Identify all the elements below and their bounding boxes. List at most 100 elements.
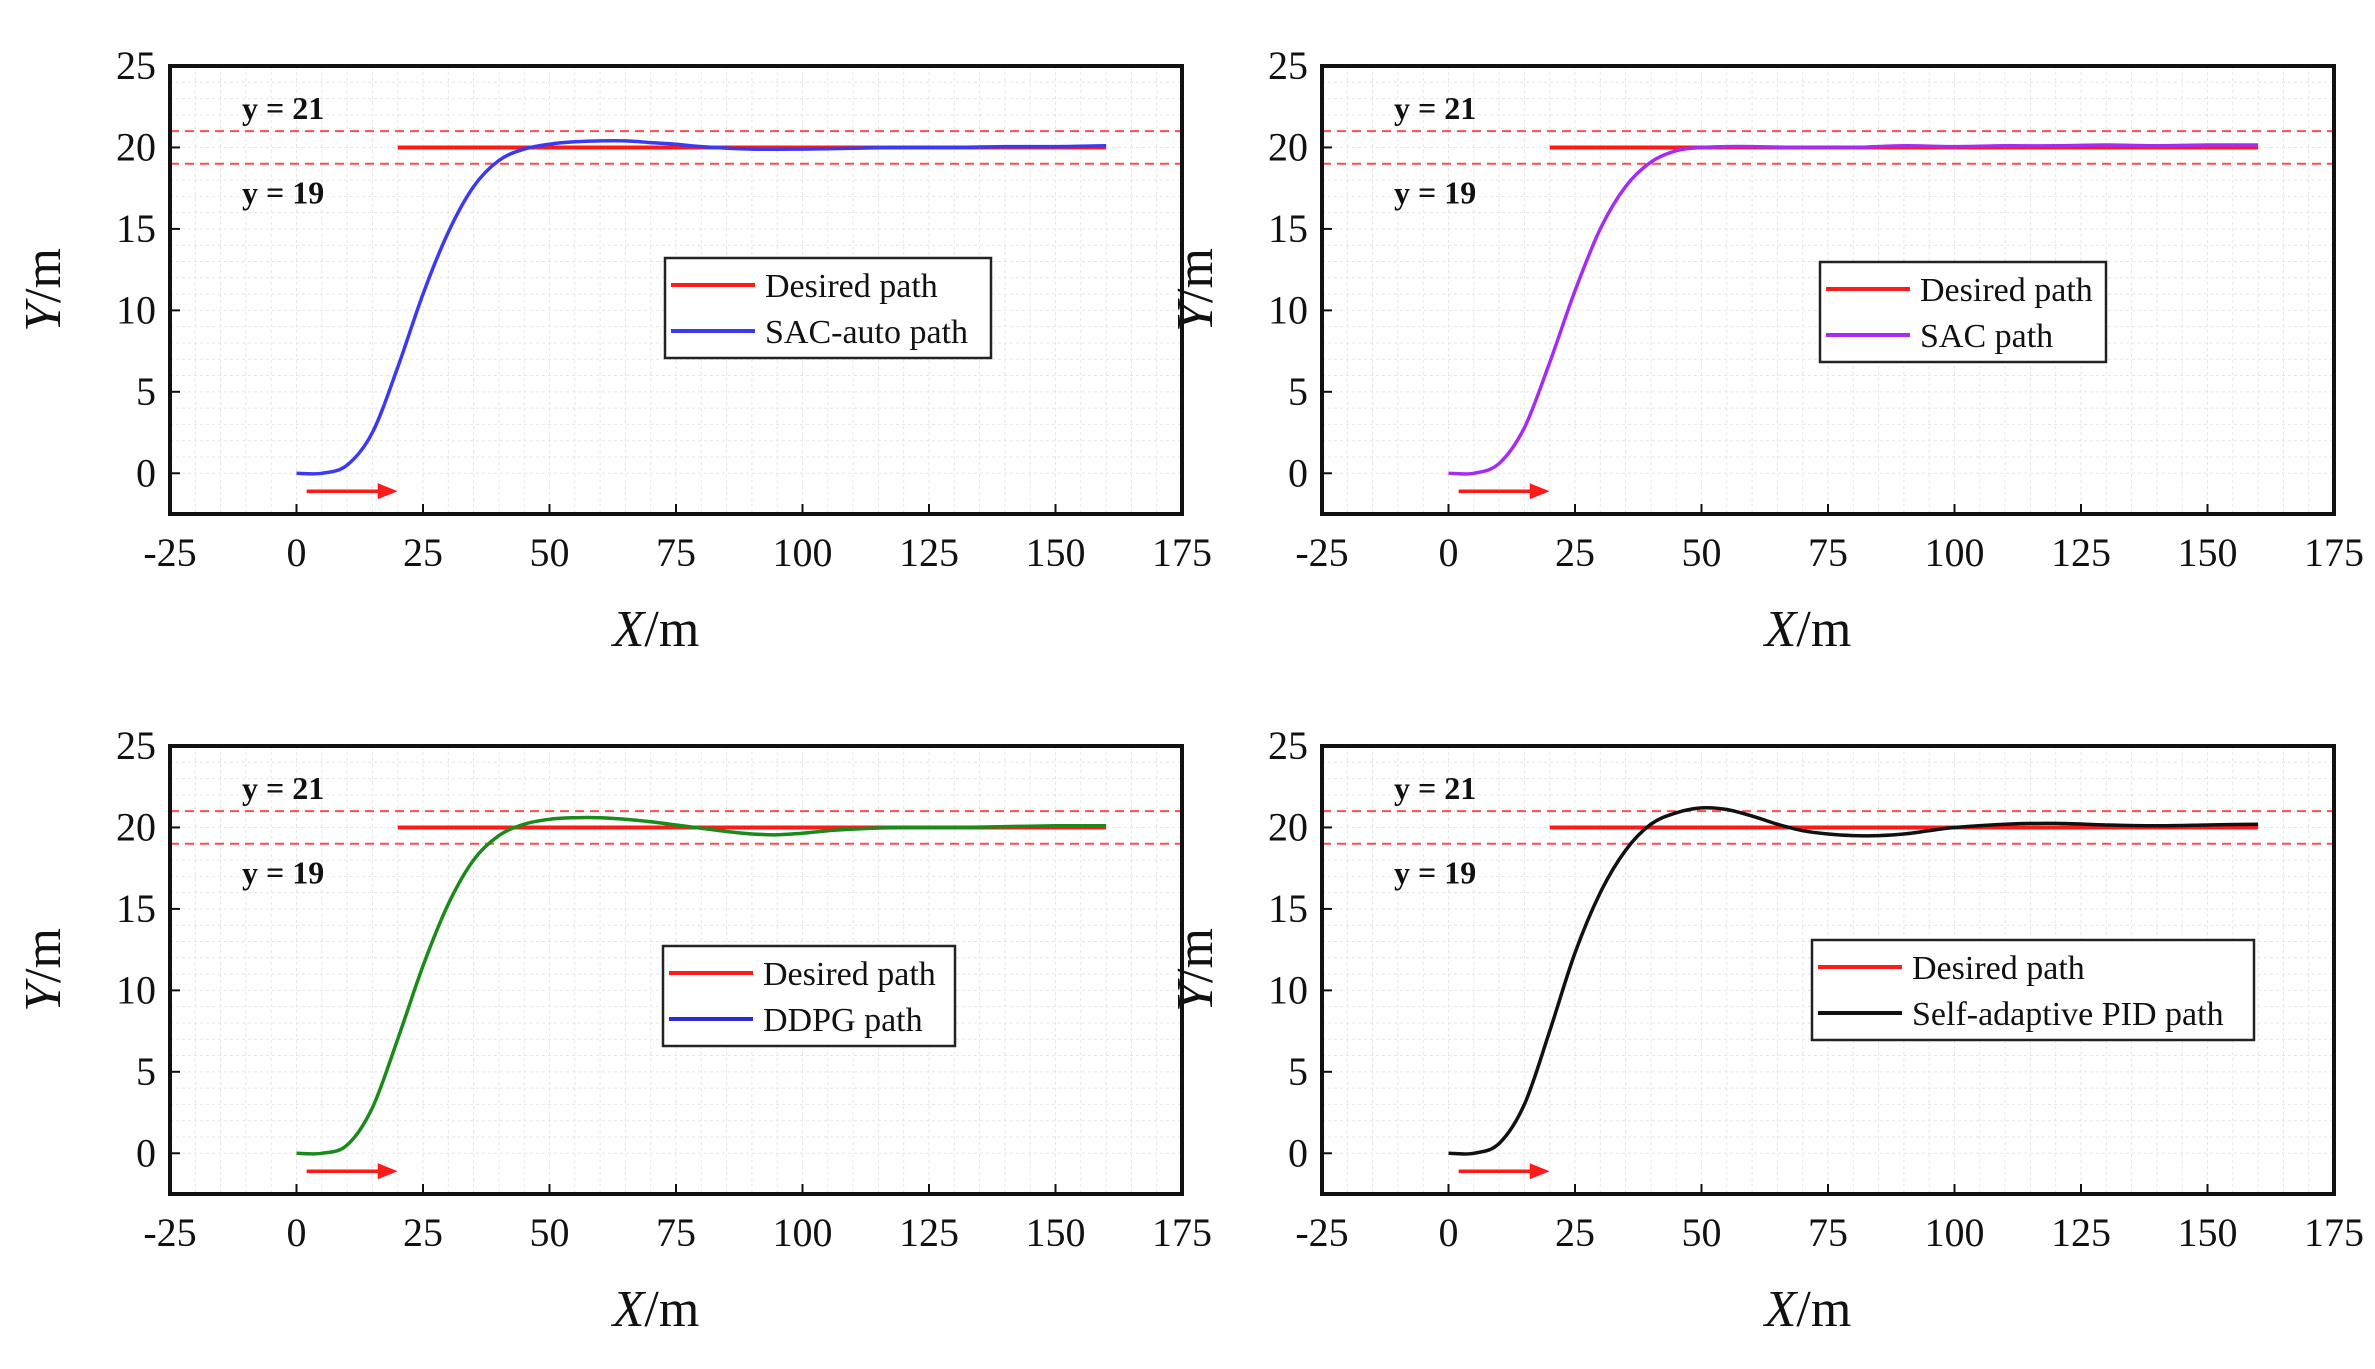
x-axis-label: X/m (1763, 1281, 1852, 1338)
y-tick-label: 0 (1288, 1130, 1308, 1175)
lower-bound-label: y = 19 (242, 175, 324, 211)
y-tick-label: 5 (136, 369, 156, 414)
x-tick-label: 100 (773, 1210, 833, 1255)
legend-label: Desired path (1920, 272, 2093, 309)
y-tick-label: 10 (116, 287, 156, 332)
y-axis-unit: /m (15, 928, 72, 983)
legend-box (1810, 938, 2256, 1042)
x-axis-label: X/m (611, 601, 700, 658)
legend-box (663, 256, 993, 360)
x-tick-label: 175 (1152, 1210, 1212, 1255)
x-tick-label: 150 (2178, 1210, 2238, 1255)
x-tick-label: 0 (287, 1210, 307, 1255)
y-axis-var: Y (1167, 978, 1224, 1012)
upper-bound-label: y = 21 (242, 770, 324, 806)
series-line (296, 139, 1107, 476)
x-tick-label: 150 (1026, 1210, 1086, 1255)
y-tick-label: 15 (1268, 886, 1308, 931)
x-tick-label: 25 (403, 530, 443, 575)
x-tick-label: 175 (1152, 530, 1212, 575)
y-tick-label: 5 (136, 1049, 156, 1094)
legend-label: Self-adaptive PID path (1912, 996, 2224, 1033)
x-tick-label: 25 (1555, 530, 1595, 575)
x-axis-var: X (611, 601, 647, 658)
upper-bound-label: y = 21 (1394, 90, 1476, 126)
legend-label: DDPG path (763, 1002, 923, 1039)
x-tick-label: 0 (1439, 530, 1459, 575)
x-tick-label: 125 (2051, 530, 2111, 575)
direction-arrow-head (377, 1163, 398, 1180)
x-tick-label: 25 (1555, 1210, 1595, 1255)
legend-label: SAC-auto path (765, 314, 968, 351)
x-tick-label: 50 (1682, 530, 1722, 575)
y-tick-label: 20 (116, 124, 156, 169)
series-line (1448, 806, 2259, 1156)
legend-box (661, 944, 957, 1048)
y-tick-label: 25 (1268, 43, 1308, 88)
y-tick-label: 10 (116, 967, 156, 1012)
lower-bound-label: y = 19 (1394, 855, 1476, 891)
y-axis-label: Y/m (15, 928, 72, 1012)
upper-bound-label: y = 21 (1394, 770, 1476, 806)
x-tick-label: 75 (656, 1210, 696, 1255)
x-axis-unit: /m (644, 1281, 699, 1338)
y-tick-label: 20 (1268, 124, 1308, 169)
x-tick-label: 75 (1808, 1210, 1848, 1255)
y-tick-label: 10 (1268, 287, 1308, 332)
x-tick-label: 0 (287, 530, 307, 575)
legend: Desired path SAC path (1818, 260, 2108, 364)
legend-label: Desired path (763, 956, 936, 993)
y-tick-label: 25 (1268, 723, 1308, 768)
x-tick-label: 100 (1925, 530, 1985, 575)
y-tick-label: 0 (136, 450, 156, 495)
lower-bound-label: y = 19 (242, 855, 324, 891)
x-tick-label: 25 (403, 1210, 443, 1255)
x-tick-label: 175 (2304, 530, 2364, 575)
x-tick-label: -25 (1295, 530, 1348, 575)
y-tick-label: 5 (1288, 1049, 1308, 1094)
y-tick-label: 15 (116, 206, 156, 251)
x-tick-label: 75 (656, 530, 696, 575)
y-tick-label: 5 (1288, 369, 1308, 414)
x-tick-label: -25 (143, 1210, 196, 1255)
y-axis-unit: /m (1167, 928, 1224, 983)
x-tick-label: 125 (899, 530, 959, 575)
y-tick-label: 25 (116, 43, 156, 88)
x-tick-label: 150 (2178, 530, 2238, 575)
y-axis-var: Y (1167, 298, 1224, 332)
series-line (296, 815, 1107, 1156)
x-axis-unit: /m (1796, 601, 1851, 658)
legend: Desired path DDPG path (661, 944, 957, 1048)
x-tick-label: -25 (143, 530, 196, 575)
y-tick-label: 0 (1288, 450, 1308, 495)
y-axis-label: Y/m (15, 248, 72, 332)
legend: Desired path Self-adaptive PID path (1810, 938, 2256, 1042)
x-tick-label: 150 (1026, 530, 1086, 575)
y-axis-label: Y/m (1167, 928, 1224, 1012)
series-line (1448, 143, 2259, 476)
y-tick-label: 15 (116, 886, 156, 931)
x-axis-var: X (1763, 1281, 1799, 1338)
lower-bound-label: y = 19 (1394, 175, 1476, 211)
x-tick-label: 50 (530, 1210, 570, 1255)
y-tick-label: 0 (136, 1130, 156, 1175)
direction-arrow-head (1529, 483, 1550, 500)
y-axis-var: Y (15, 298, 72, 332)
x-tick-label: 50 (530, 530, 570, 575)
legend: Desired path SAC-auto path (663, 256, 993, 360)
x-axis-unit: /m (1796, 1281, 1851, 1338)
legend-label: Desired path (1912, 950, 2085, 987)
legend-label: Desired path (765, 268, 938, 305)
x-axis-label: X/m (611, 1281, 700, 1338)
x-axis-var: X (1763, 601, 1799, 658)
x-tick-label: 100 (1925, 1210, 1985, 1255)
direction-arrow-head (1529, 1163, 1550, 1180)
y-axis-unit: /m (15, 248, 72, 303)
y-axis-unit: /m (1167, 248, 1224, 303)
